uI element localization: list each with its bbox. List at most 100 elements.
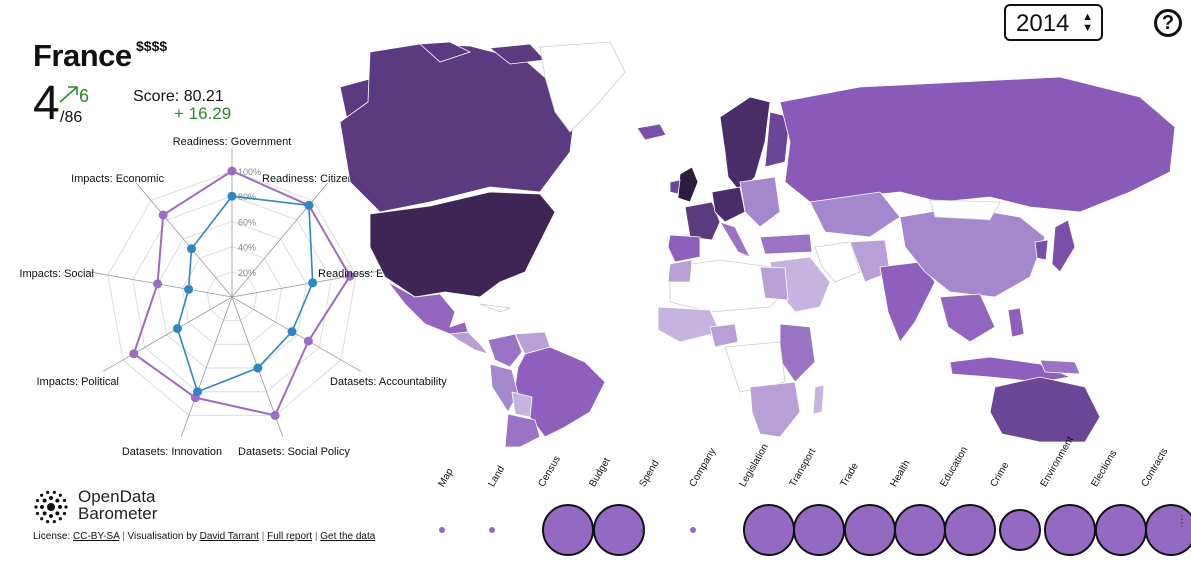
year-select[interactable]: 2014 ▲ ▼ <box>1004 4 1103 41</box>
logo-line-2: Barometer <box>78 504 158 523</box>
map-region-india[interactable] <box>879 261 936 343</box>
map-region-morocco[interactable] <box>667 259 693 283</box>
map-region-nigeria[interactable] <box>709 323 739 348</box>
more-icon[interactable]: ⋮⋮ <box>1177 515 1187 529</box>
world-map[interactable] <box>340 42 1175 447</box>
map-region-indonesia[interactable] <box>949 356 1072 383</box>
radar-point[interactable] <box>158 210 168 220</box>
sector-dot[interactable] <box>793 504 846 556</box>
radar-axis-label: Impacts: Social <box>19 268 94 280</box>
sector-dot[interactable] <box>1044 504 1097 556</box>
sector-label: Transport <box>787 446 819 489</box>
radar-point[interactable] <box>172 324 182 333</box>
score-value: Score: 80.21 <box>133 88 224 105</box>
map-region-new-guinea[interactable] <box>1039 359 1081 375</box>
radar-tick-label: 100% <box>238 167 261 177</box>
separator: | <box>261 531 265 542</box>
map-region-madagascar[interactable] <box>812 384 825 415</box>
map-region-uk[interactable] <box>677 166 699 203</box>
license-link[interactable]: CC-BY-SA <box>73 531 120 542</box>
map-region-central-africa[interactable] <box>724 341 786 393</box>
map-region-bolivia[interactable] <box>511 391 533 418</box>
map-region-mexico[interactable] <box>387 281 469 335</box>
sector-dot[interactable] <box>843 504 896 556</box>
radar-point[interactable] <box>270 410 280 420</box>
sector-dot[interactable] <box>743 504 796 556</box>
map-region-greenland[interactable] <box>539 42 626 133</box>
map-region-spain-portugal[interactable] <box>667 234 701 263</box>
map-region-scandinavia[interactable] <box>719 96 771 193</box>
map-region-colombia[interactable] <box>487 333 523 368</box>
map-region-germany-central[interactable] <box>711 186 746 223</box>
map-region-canada[interactable] <box>340 43 576 213</box>
radar-axis-label: Datasets: Social Policy <box>238 446 350 458</box>
map-region-turkey[interactable] <box>759 233 813 255</box>
radar-point[interactable] <box>303 336 313 346</box>
map-region-australia[interactable] <box>989 376 1101 443</box>
radar-point[interactable] <box>227 191 237 201</box>
radar-axis-line <box>231 296 361 372</box>
logo-dot <box>49 514 53 518</box>
map-region-iran[interactable] <box>814 241 861 283</box>
sector-dot[interactable] <box>641 528 645 532</box>
map-region-korea[interactable] <box>1034 239 1049 261</box>
sector-dot[interactable] <box>542 504 595 556</box>
logo-dot <box>40 505 44 509</box>
radar-point[interactable] <box>308 278 318 288</box>
map-region-kazakhstan[interactable] <box>809 191 901 238</box>
radar-point[interactable] <box>227 166 237 176</box>
radar-point[interactable] <box>129 349 139 359</box>
map-region-japan[interactable] <box>1051 219 1076 273</box>
logo-dot <box>35 511 40 516</box>
radar-point[interactable] <box>184 284 194 294</box>
map-region-north-africa[interactable] <box>669 259 786 313</box>
map-region-southern-africa[interactable] <box>749 381 801 438</box>
radar-point[interactable] <box>304 200 314 210</box>
map-region-west-africa[interactable] <box>657 306 721 343</box>
map-region-egypt[interactable] <box>759 266 789 301</box>
radar-point[interactable] <box>153 279 163 289</box>
map-region-southeast-asia[interactable] <box>939 293 996 343</box>
sector-dot[interactable] <box>438 526 446 534</box>
radar-point[interactable] <box>187 244 197 254</box>
radar-point[interactable] <box>345 271 355 281</box>
map-region-italy[interactable] <box>719 221 751 258</box>
sector-dot[interactable] <box>893 504 946 556</box>
map-region-ireland[interactable] <box>669 179 681 195</box>
map-region-usa[interactable] <box>369 191 556 298</box>
help-icon[interactable]: ? <box>1154 9 1182 37</box>
sector-dot[interactable] <box>944 504 996 556</box>
map-region-france[interactable] <box>684 201 721 241</box>
map-region-east-africa[interactable] <box>779 323 816 383</box>
map-region-philippines[interactable] <box>1007 307 1025 338</box>
sector-dot[interactable] <box>1144 504 1191 556</box>
map-region-eastern-europe[interactable] <box>739 176 781 228</box>
map-region-mongolia[interactable] <box>929 199 1001 221</box>
sector-dot[interactable] <box>489 526 496 534</box>
logo-dot <box>40 517 44 521</box>
logo-dot <box>42 511 47 516</box>
year-select-value: 2014 <box>1016 10 1070 37</box>
get-data-link[interactable]: Get the data <box>320 531 376 542</box>
map-region-argentina-chile[interactable] <box>504 413 541 447</box>
sector-label: Trade <box>838 461 861 489</box>
sector-dot[interactable] <box>999 509 1041 551</box>
map-region-brazil[interactable] <box>514 346 606 438</box>
map-region-peru[interactable] <box>489 363 519 413</box>
sector-dot[interactable] <box>689 526 697 534</box>
radar-point[interactable] <box>193 387 203 397</box>
logo-dot <box>42 498 47 503</box>
map-region-cuba[interactable] <box>479 303 512 313</box>
map-region-central-america[interactable] <box>448 331 490 355</box>
full-report-link[interactable]: Full report <box>267 531 313 542</box>
map-region-russia[interactable] <box>779 76 1175 213</box>
logo-dot <box>34 505 38 509</box>
sector-dot[interactable] <box>592 504 645 556</box>
radar-point[interactable] <box>287 327 297 337</box>
map-region-iceland[interactable] <box>636 123 667 141</box>
visualisation-label: Visualisation by <box>127 531 197 542</box>
score-change: + 16.29 <box>174 104 232 123</box>
sector-dot[interactable] <box>1094 504 1147 556</box>
author-link[interactable]: David Tarrant <box>199 531 259 542</box>
radar-point[interactable] <box>253 363 263 373</box>
